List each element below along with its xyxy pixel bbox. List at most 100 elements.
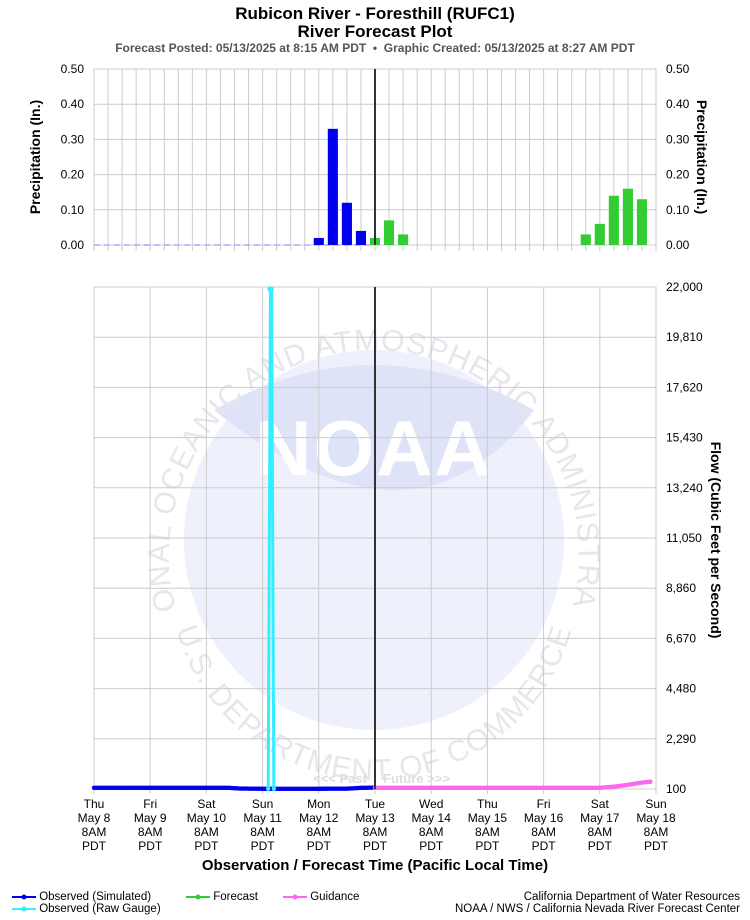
- graphic-created: Graphic Created: 05/13/2025 at 8:27 AM P…: [383, 41, 635, 55]
- credit-dwr: California Department of Water Resources: [523, 891, 740, 903]
- raw-gauge-peak-point: [267, 286, 274, 293]
- x-tick-label: Fri: [143, 797, 157, 811]
- x-tick-label: May 13: [355, 811, 395, 825]
- precip-ylabel-left: Precipitation (In.): [27, 100, 43, 214]
- x-tick-label: Thu: [84, 797, 105, 811]
- x-tick-label: PDT: [194, 839, 219, 853]
- x-tick-label: PDT: [588, 839, 613, 853]
- flow-ytick: 22,000: [666, 280, 703, 294]
- legend-guidance: Guidance: [283, 891, 403, 903]
- legend-forecast: Forecast: [186, 891, 306, 903]
- separator-dot: •: [372, 41, 378, 55]
- x-tick-label: 8AM: [363, 825, 388, 839]
- x-tick-label: May 9: [134, 811, 167, 825]
- precip-forecast-bar: [608, 195, 619, 245]
- x-tick-label: Sun: [645, 797, 666, 811]
- x-tick-label: PDT: [82, 839, 107, 853]
- precip-ytick-right: 0.20: [666, 168, 690, 182]
- legend-guidance-label: Guidance: [310, 891, 360, 903]
- precip-forecast-bar: [383, 220, 395, 245]
- flow-ytick: 13,240: [666, 481, 703, 495]
- precip-ytick-left: 0.10: [61, 203, 85, 217]
- legend-forecast-label: Forecast: [213, 891, 258, 903]
- posted-info: Forecast Posted: 05/13/2025 at 8:15 AM P…: [0, 41, 750, 55]
- flow-ylabel: Flow (Cubic Feet per Second): [708, 442, 724, 639]
- flow-ytick: 11,050: [666, 531, 702, 545]
- x-tick-label: 8AM: [587, 825, 612, 839]
- x-tick-label: PDT: [419, 839, 444, 853]
- legend-observed-raw-label: Observed (Raw Gauge): [39, 903, 161, 915]
- x-tick-label: 8AM: [644, 825, 669, 839]
- flow-point-observed-raw-gauge: [271, 786, 277, 791]
- flow-ytick: 100: [666, 782, 686, 796]
- precip-observed-bar: [327, 128, 338, 245]
- precip-ylabel-right: Precipitation (In.): [694, 100, 710, 214]
- x-tick-label: May 15: [468, 811, 508, 825]
- x-axis-label: Observation / Forecast Time (Pacific Loc…: [202, 857, 548, 874]
- x-tick-label: May 12: [299, 811, 339, 825]
- chart-subtitle: River Forecast Plot: [297, 22, 453, 41]
- precip-ytick-right: 0.50: [666, 62, 690, 76]
- precip-ytick-right: 0.30: [666, 132, 690, 146]
- x-tick-label: Wed: [419, 797, 443, 811]
- precip-forecast-bar: [580, 234, 591, 245]
- precip-forecast-bar: [622, 188, 633, 245]
- precip-forecast-bar: [636, 199, 648, 245]
- legend-forecast-icon: [186, 894, 210, 900]
- x-tick-label: 8AM: [138, 825, 163, 839]
- flow-ytick: 2,290: [666, 732, 696, 746]
- legend-observed-raw: Observed (Raw Gauge): [12, 903, 212, 915]
- legend-observed-simulated-label: Observed (Simulated): [39, 891, 152, 903]
- x-tick-label: 8AM: [306, 825, 331, 839]
- x-tick-label: 8AM: [531, 825, 556, 839]
- precip-observed-bar: [341, 202, 352, 245]
- legend-guidance-icon: [283, 894, 307, 900]
- precip-observed-bar: [355, 230, 367, 245]
- x-tick-label: Thu: [477, 797, 498, 811]
- flow-point-observed-raw-gauge: [266, 786, 271, 791]
- x-tick-label: Tue: [365, 797, 386, 811]
- flow-point-guidance: [648, 779, 653, 784]
- flow-ytick: 8,860: [666, 581, 696, 595]
- flow-ytick: 6,670: [666, 631, 696, 645]
- credit-noaa: NOAA / NWS / California Nevada River For…: [454, 903, 740, 915]
- x-tick-label: Sat: [197, 797, 216, 811]
- precip-ytick-right: 0.10: [666, 203, 690, 217]
- legend-observed-simulated-icon: [12, 894, 36, 900]
- precip-ytick-left: 0.00: [61, 238, 85, 252]
- x-tick-label: PDT: [307, 839, 332, 853]
- precip-forecast-bar: [594, 223, 605, 245]
- precip-ytick-right: 0.00: [666, 238, 690, 252]
- flow-ytick: 15,430: [666, 431, 703, 445]
- x-tick-label: PDT: [251, 839, 276, 853]
- x-tick-label: Mon: [307, 797, 330, 811]
- past-label: <<< Past: [313, 771, 368, 786]
- precip-forecast-bar: [398, 234, 409, 245]
- x-tick-label: May 11: [243, 811, 282, 825]
- x-tick-label: May 17: [580, 811, 620, 825]
- legend-observed-raw-icon: [12, 906, 36, 912]
- x-tick-label: 8AM: [250, 825, 275, 839]
- noaa-watermark-logo: NOAA: [255, 404, 493, 492]
- legend-observed-simulated: Observed (Simulated): [12, 891, 212, 903]
- future-label: Future >>>: [383, 771, 450, 786]
- x-tick-label: 8AM: [419, 825, 444, 839]
- precip-ytick-left: 0.30: [61, 132, 85, 146]
- x-tick-label: May 16: [524, 811, 564, 825]
- x-tick-label: PDT: [532, 839, 557, 853]
- precip-ytick-right: 0.40: [666, 97, 690, 111]
- x-tick-label: 8AM: [475, 825, 500, 839]
- forecast-posted: Forecast Posted: 05/13/2025 at 8:15 AM P…: [115, 41, 367, 55]
- credits: California Department of Water Resources…: [455, 891, 740, 915]
- x-tick-label: May 14: [412, 811, 452, 825]
- x-tick-label: Sun: [252, 797, 273, 811]
- precip-ytick-left: 0.40: [61, 97, 85, 111]
- x-tick-label: Fri: [537, 797, 551, 811]
- x-tick-label: PDT: [363, 839, 388, 853]
- x-tick-label: Sat: [591, 797, 610, 811]
- x-tick-label: May 18: [636, 811, 676, 825]
- flow-ytick: 17,620: [666, 380, 703, 394]
- x-tick-label: PDT: [644, 839, 669, 853]
- chart-title: Rubicon River - Foresthill (RUFC1): [235, 4, 515, 23]
